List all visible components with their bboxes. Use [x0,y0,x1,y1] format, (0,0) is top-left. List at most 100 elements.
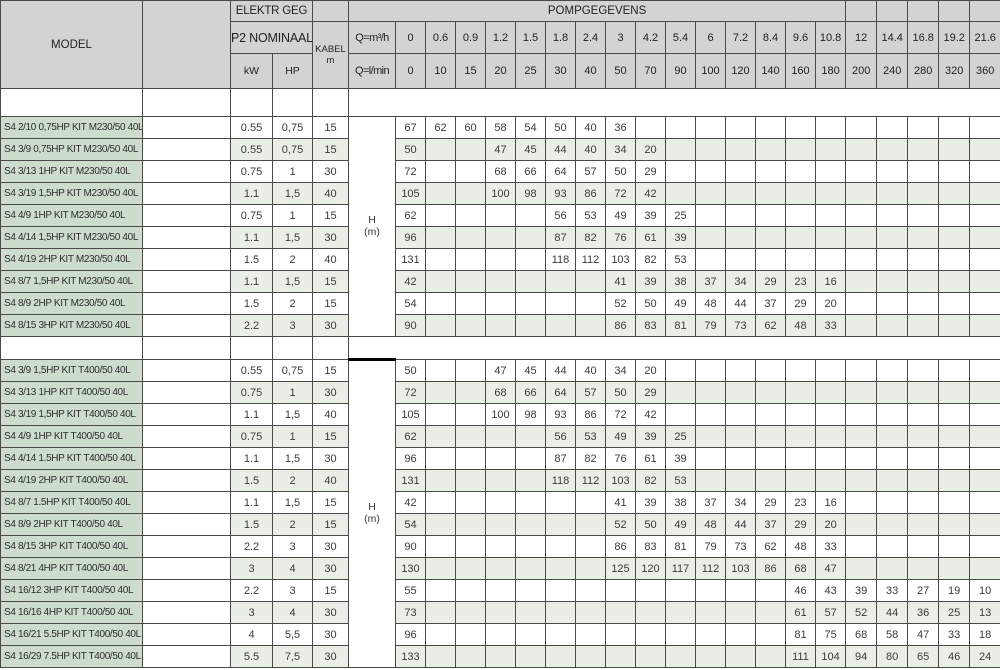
h-value-cell [876,557,909,580]
flow-m3h-header-cell: 21.6 [969,21,1000,54]
h-value-cell [485,623,516,646]
h-value-cell [785,248,816,271]
h-value-cell [969,403,1000,426]
h-value-cell: 82 [635,248,666,271]
h-value-cell: 33 [814,314,847,337]
table-row: S4 4/19 2HP KIT T400/50 40L 1.5 2 40 131 118 1… [0,469,1000,492]
gap-row [0,336,1000,360]
h-value-cell [455,425,486,448]
h-value-cell [695,226,726,249]
flow-lmin-header-cell: 360 [969,53,1000,89]
h-value-cell [665,160,696,183]
h-value-cell: 93 [545,182,576,205]
h-value-cell [545,292,576,315]
h-value-cell [515,425,546,448]
h-value-cell: 62 [755,535,786,558]
h-value-cell: 44 [545,359,576,382]
h-value-cell [455,579,486,602]
h-value-cell [575,623,606,646]
group-m230: S4 2/10 0,75HP KIT M230/50 40L 0.55 0,75 15… [0,116,1000,337]
h-value-cell [876,513,909,536]
gap-cell [312,88,349,117]
h-value-cell: 48 [785,314,816,337]
flow-lmin-header-cell: 0 [395,53,426,89]
h-value-cell [907,557,940,580]
h-value-cell: 37 [755,292,786,315]
h-value-cell: 62 [425,116,456,139]
h-value-cell [695,182,726,205]
h-value-cell [969,425,1000,448]
kw-cell: 0.75 [230,204,273,227]
table-row: S4 8/9 2HP KIT M230/50 40L 1.5 2 15 54 52 50 49… [0,292,1000,315]
h-value-cell: 93 [545,403,576,426]
h-value-cell: 39 [635,270,666,293]
spacer-cell [142,645,231,668]
model-cell: S4 8/9 2HP KIT M230/50 40L [0,292,143,315]
h-value-cell: 36 [605,116,636,139]
h-value-cell [545,645,576,668]
h-value-cell: 56 [545,204,576,227]
h-value-cell [814,425,847,448]
flow-lmin-header-cell: 90 [665,53,696,89]
flow-m3h-header-cell: 1.8 [545,21,576,54]
hp-cell: 1,5 [272,403,313,426]
h-value-cell: 29 [635,160,666,183]
h-value-cell [907,513,940,536]
h-value-cell [876,138,909,161]
h-value-cell [845,425,878,448]
q-m3h-label: Q=m³/h [348,21,396,54]
h-value-cell: 10 [969,579,1000,602]
hp-header: HP [272,53,313,89]
h-unit: (m) [364,513,380,525]
model-cell: S4 4/19 2HP KIT T400/50 40L [0,469,143,492]
kabel-cell: 30 [312,447,349,470]
table-row: S4 4/14 1,5HP KIT M230/50 40L 1.1 1,5 30 96 8… [0,226,1000,249]
h-m-label: H (m) [348,358,396,668]
h-value-cell [814,381,847,404]
h-value-cell: 58 [485,116,516,139]
h-value-cell [665,623,696,646]
kabel-cell: 30 [312,226,349,249]
kabel-cell: 30 [312,535,349,558]
h-value-cell: 64 [545,160,576,183]
h-value-cell [785,447,816,470]
header-empty-cell [907,0,940,22]
h-value-cell [907,469,940,492]
h-value-cell [515,314,546,337]
flow-lmin-header-cell: 240 [876,53,909,89]
kw-cell: 2.2 [230,314,273,337]
h-value-cell: 49 [665,513,696,536]
hp-cell: 0,75 [272,359,313,382]
spacer-cell [142,314,231,337]
model-cell: S4 16/21 5.5HP KIT T400/50 40L [0,623,143,646]
flow-m3h-header-cell: 0.6 [425,21,456,54]
h-value-cell: 18 [969,623,1000,646]
h-value-cell: 62 [755,314,786,337]
h-value-cell [485,491,516,514]
h-value-cell [425,248,456,271]
h-value-cell [425,270,456,293]
gap-cell [312,336,349,360]
flow-lmin-header-cell: 180 [814,53,847,89]
h-value-cell: 34 [725,270,756,293]
h-value-cell: 57 [575,381,606,404]
h-value-cell [814,447,847,470]
spacer-cell [142,270,231,293]
h-value-cell [515,469,546,492]
flow-lmin-header-cell: 30 [545,53,576,89]
table-row: S4 3/19 1,5HP KIT T400/50 40L 1.1 1,5 40 105… [0,403,1000,426]
h-value-cell [938,116,971,139]
h-value-cell [725,204,756,227]
flow-lmin-header-cell: 70 [635,53,666,89]
h-value-cell: 46 [785,579,816,602]
gap-cell [142,336,231,360]
h-value-cell [814,138,847,161]
kabel-cell: 15 [312,270,349,293]
h-value-cell: 33 [814,535,847,558]
h-value-cell [545,601,576,624]
h-value-cell [725,579,756,602]
spacer-cell [142,160,231,183]
model-cell: S4 4/9 1HP KIT M230/50 40L [0,204,143,227]
h-value-cell [907,182,940,205]
h-value-cell [969,138,1000,161]
